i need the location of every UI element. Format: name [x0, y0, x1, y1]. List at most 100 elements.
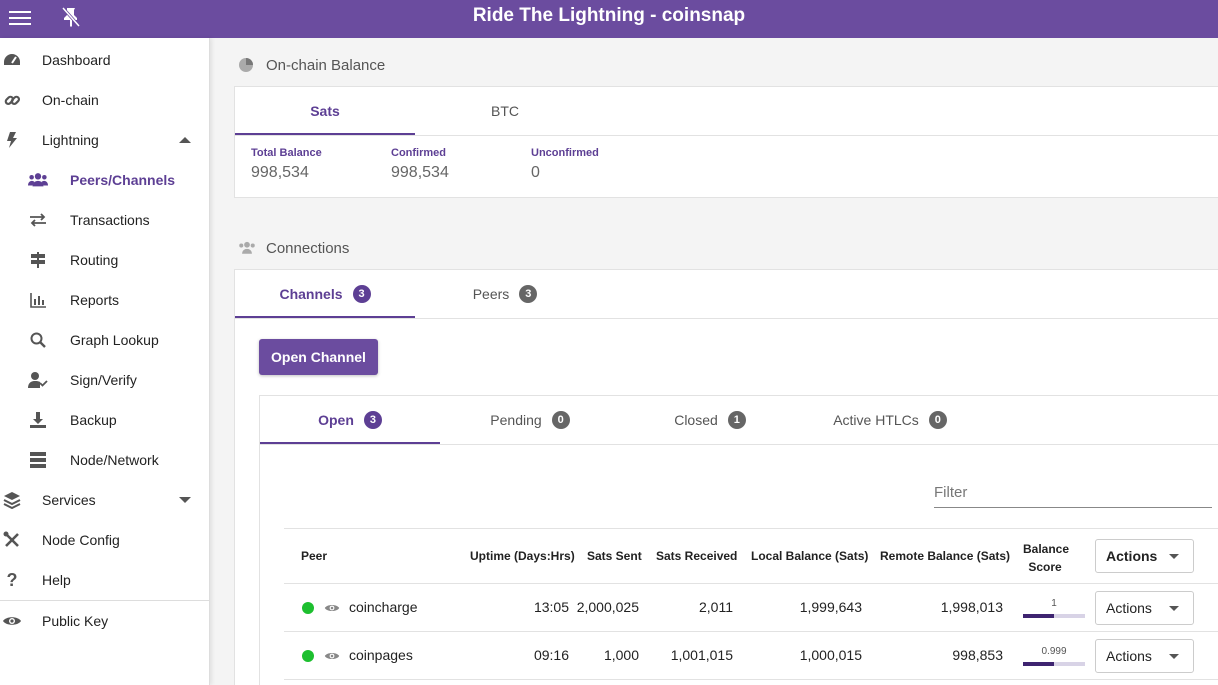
- users-icon: [28, 170, 48, 190]
- tab-label: Active HTLCs: [833, 412, 919, 428]
- tab-open[interactable]: Open 3: [260, 396, 440, 444]
- remote-balance: 998,853: [952, 647, 1003, 663]
- menu-icon[interactable]: [9, 7, 31, 29]
- eye-icon: [2, 611, 22, 631]
- sidebar-item-public-key[interactable]: Public Key: [0, 601, 209, 641]
- tab-pending[interactable]: Pending 0: [440, 396, 620, 444]
- col-uptime[interactable]: Uptime (Days:Hrs): [470, 549, 575, 563]
- col-balance-score[interactable]: Balance Score: [1023, 540, 1070, 576]
- uptime: 09:16: [533, 647, 569, 663]
- bulk-actions-button[interactable]: Actions: [1095, 539, 1194, 573]
- col-sats-received[interactable]: Sats Received: [656, 549, 738, 563]
- sidebar-item-help[interactable]: ? Help: [0, 560, 209, 600]
- col-peer[interactable]: Peer: [301, 549, 328, 563]
- col-remote-balance[interactable]: Remote Balance (Sats): [880, 549, 1011, 563]
- table-row[interactable]: coincharge 13:05 2,000,025 2,011 1,999,6…: [284, 584, 1218, 632]
- tab-active-htlcs[interactable]: Active HTLCs 0: [800, 396, 980, 444]
- bolt-icon: [2, 130, 22, 150]
- chevron-down-icon: [179, 497, 191, 503]
- unconfirmed-value: 0: [531, 164, 540, 181]
- balance-score-track: [1023, 662, 1085, 666]
- tab-sats[interactable]: Sats: [235, 87, 415, 135]
- table-row[interactable]: coinpages 09:16 1,000 1,001,015 1,000,01…: [284, 632, 1218, 680]
- row-actions-button[interactable]: Actions: [1095, 591, 1194, 625]
- sidebar-item-transactions[interactable]: Transactions: [0, 200, 209, 240]
- open-channel-button[interactable]: Open Channel: [259, 339, 378, 375]
- tab-divider: [235, 135, 1218, 136]
- sats-received: 1,001,015: [670, 647, 733, 663]
- eye-icon[interactable]: [324, 601, 340, 615]
- local-balance: 1,000,015: [799, 647, 862, 663]
- total-balance-label: Total Balance: [251, 147, 322, 159]
- balance-score-value: 1: [1051, 598, 1057, 609]
- sidebar: Dashboard On-chain Lightning Peers/Chann…: [0, 38, 210, 685]
- tab-channels[interactable]: Channels 3: [235, 270, 415, 318]
- confirmed-value: 998,534: [391, 164, 449, 181]
- tab-label: Pending: [490, 412, 542, 428]
- sidebar-item-dashboard[interactable]: Dashboard: [0, 40, 209, 80]
- users-icon: [238, 239, 256, 257]
- tab-label: Open: [318, 412, 354, 428]
- confirmed-balance: Confirmed 998,534: [391, 147, 449, 182]
- eye-icon[interactable]: [324, 649, 340, 663]
- tab-label: Closed: [674, 412, 718, 428]
- sidebar-item-node-network[interactable]: Node/Network: [0, 440, 209, 480]
- filter-input[interactable]: Filter: [934, 476, 1212, 508]
- tab-divider: [260, 444, 1218, 445]
- unconfirmed-label: Unconfirmed: [531, 147, 599, 159]
- balance-score-fill: [1023, 614, 1054, 618]
- onchain-card: Sats BTC Total Balance 998,534 Confirmed…: [234, 86, 1218, 198]
- sidebar-item-label: Node Config: [42, 532, 120, 548]
- sidebar-item-on-chain[interactable]: On-chain: [0, 80, 209, 120]
- pin-off-icon[interactable]: [59, 5, 83, 29]
- col-balance-score-line1: Balance: [1023, 542, 1070, 556]
- sidebar-item-backup[interactable]: Backup: [0, 400, 209, 440]
- col-local-balance[interactable]: Local Balance (Sats): [751, 549, 869, 563]
- count-badge: 1: [727, 411, 746, 429]
- user-check-icon: [28, 370, 48, 390]
- connections-heading-text: Connections: [266, 239, 350, 257]
- peer-alias: coincharge: [349, 599, 418, 615]
- balance-score: 0.999: [1023, 642, 1085, 668]
- remote-balance: 1,998,013: [940, 599, 1003, 615]
- tab-label: Channels: [279, 286, 343, 302]
- sidebar-item-reports[interactable]: Reports: [0, 280, 209, 320]
- count-badge: 3: [352, 285, 371, 303]
- exchange-icon: [28, 210, 48, 230]
- actions-label: Actions: [1106, 648, 1152, 664]
- chevron-down-icon: [1169, 554, 1179, 559]
- sidebar-item-label: Services: [42, 492, 96, 508]
- count-badge: 0: [551, 411, 570, 429]
- balance-score-fill: [1023, 662, 1054, 666]
- sidebar-item-graph-lookup[interactable]: Graph Lookup: [0, 320, 209, 360]
- unconfirmed-balance: Unconfirmed 0: [531, 147, 599, 182]
- balance-score-value: 0.999: [1041, 646, 1067, 657]
- layers-icon: [2, 490, 22, 510]
- question-icon: ?: [6, 569, 18, 590]
- sidebar-item-label: Dashboard: [42, 52, 111, 68]
- actions-label: Actions: [1106, 600, 1152, 616]
- search-icon: [28, 330, 48, 350]
- download-icon: [28, 410, 48, 430]
- chevron-down-icon: [1169, 606, 1179, 611]
- sidebar-item-label: On-chain: [42, 92, 99, 108]
- onchain-heading: On-chain Balance: [238, 56, 385, 74]
- tab-btc[interactable]: BTC: [491, 103, 519, 119]
- sidebar-item-peers-channels[interactable]: Peers/Channels: [0, 160, 209, 200]
- channels-card: Open 3 Pending 0 Closed 1 Active HTLCs 0: [259, 395, 1218, 685]
- sidebar-item-services[interactable]: Services: [0, 480, 209, 520]
- sidebar-item-label: Backup: [70, 412, 117, 428]
- tab-divider: [235, 318, 1218, 319]
- col-sats-sent[interactable]: Sats Sent: [587, 549, 642, 563]
- sidebar-item-node-config[interactable]: Node Config: [0, 520, 209, 560]
- app-title: Ride The Lightning - coinsnap: [472, 5, 746, 26]
- sidebar-divider: [0, 600, 209, 601]
- tab-closed[interactable]: Closed 1: [620, 396, 800, 444]
- sidebar-item-label: Transactions: [70, 212, 150, 228]
- row-actions-button[interactable]: Actions: [1095, 639, 1194, 673]
- sidebar-item-routing[interactable]: Routing: [0, 240, 209, 280]
- sidebar-item-lightning[interactable]: Lightning: [0, 120, 209, 160]
- sidebar-item-sign-verify[interactable]: Sign/Verify: [0, 360, 209, 400]
- onchain-heading-text: On-chain Balance: [266, 56, 386, 74]
- tab-peers[interactable]: Peers 3: [415, 270, 595, 318]
